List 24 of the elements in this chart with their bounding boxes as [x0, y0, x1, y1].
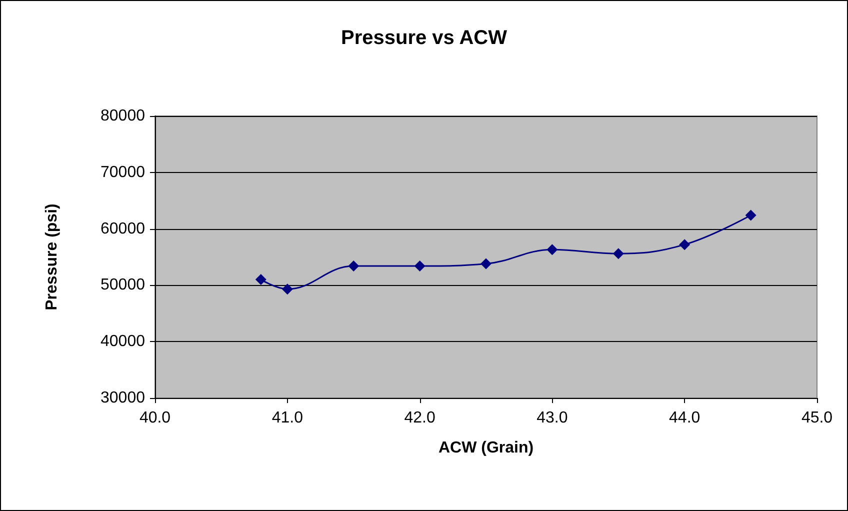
x-tick-label: 41.0 [272, 410, 304, 426]
point [348, 260, 360, 272]
x-tick-label: 43.0 [536, 410, 568, 426]
x-tick-label: 44.0 [669, 410, 700, 426]
point [679, 239, 690, 250]
y-tick-label: 80000 [100, 108, 146, 124]
x-axis-title: ACW (Grain) [438, 440, 534, 456]
y-tick-label: 70000 [100, 164, 146, 181]
point [546, 244, 558, 256]
x-tick-label: 42.0 [404, 410, 436, 426]
x-tick-label: 45.0 [801, 410, 833, 426]
y-tick-label: 40000 [100, 333, 146, 350]
x-tick-label: 40.0 [139, 410, 171, 426]
point [282, 284, 293, 295]
y-tick-label: 60000 [100, 220, 146, 238]
point [480, 258, 492, 270]
point [255, 274, 266, 286]
point [612, 248, 624, 260]
y-axis-title: Pressure (psi) [44, 204, 60, 310]
chart-title: Pressure vs ACW [341, 27, 508, 49]
point [414, 260, 426, 272]
point [745, 210, 756, 221]
y-tick-label: 50000 [100, 276, 146, 294]
y-tick-label: 30000 [100, 390, 146, 406]
